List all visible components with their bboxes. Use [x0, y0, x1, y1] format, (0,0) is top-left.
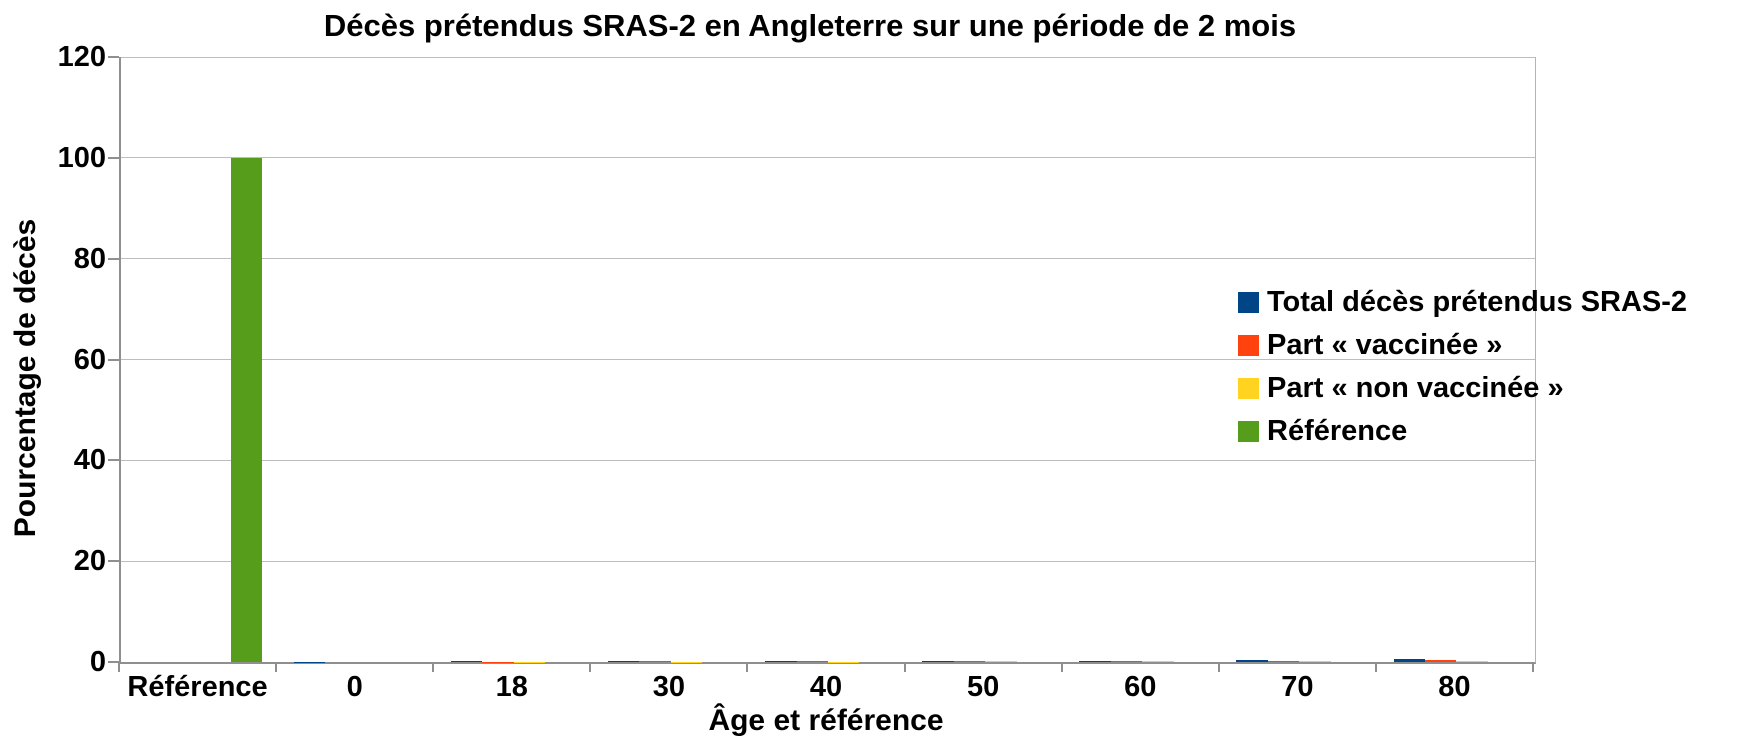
x-tick-mark — [589, 663, 592, 672]
x-tick-mark — [118, 663, 120, 672]
legend-label: Total décès prétendus SRAS-2 — [1267, 286, 1688, 318]
y-tick-mark — [108, 56, 119, 58]
y-tick-mark — [108, 661, 119, 663]
x-tick-label: 0 — [346, 671, 363, 703]
bar-group — [749, 57, 906, 662]
legend-swatch — [1238, 378, 1259, 399]
x-tick-label: Référence — [127, 671, 268, 703]
legend-item: Total décès prétendus SRAS-2 — [1238, 281, 1687, 324]
gridline — [121, 56, 1535, 58]
bar — [765, 661, 797, 662]
y-tick-label: 60 — [73, 343, 106, 376]
bar — [1456, 660, 1488, 662]
bar — [1142, 661, 1174, 662]
legend-swatch — [1238, 292, 1259, 313]
x-tick-mark — [1374, 663, 1377, 672]
x-tick-label: 40 — [809, 671, 843, 703]
bar — [608, 661, 640, 662]
chart-title: Décès prétendus SRAS-2 en Angleterre sur… — [323, 8, 1297, 43]
y-tick-label: 80 — [73, 242, 106, 275]
bar — [796, 661, 828, 662]
y-tick-mark — [108, 358, 119, 361]
y-tick-label: 100 — [57, 141, 106, 174]
bar-group — [435, 57, 592, 662]
bar — [639, 661, 671, 662]
y-tick-label: 0 — [89, 646, 106, 678]
x-tick-mark — [903, 663, 906, 672]
bar — [1236, 659, 1268, 662]
legend-swatch — [1238, 335, 1259, 356]
x-tick-label: 70 — [1281, 671, 1314, 703]
x-tick-label: 50 — [966, 671, 1000, 703]
y-tick-mark — [108, 156, 119, 159]
legend-label: Référence — [1267, 415, 1408, 447]
x-tick-mark — [1532, 663, 1534, 672]
legend-label: Part « non vaccinée » — [1267, 372, 1564, 404]
bar — [1299, 661, 1331, 662]
bar — [1425, 660, 1457, 662]
x-tick-label: 30 — [652, 671, 686, 703]
bar — [985, 661, 1017, 662]
bar-group — [592, 57, 749, 662]
x-tick-label: 60 — [1124, 671, 1157, 703]
x-tick-mark — [1060, 663, 1063, 672]
legend-label: Part « vaccinée » — [1267, 329, 1503, 361]
bar — [827, 661, 860, 662]
x-tick-label: 18 — [495, 671, 528, 703]
bar — [1393, 658, 1425, 662]
x-tick-label: 80 — [1438, 671, 1471, 703]
y-axis-title: Pourcentage de décès — [9, 218, 42, 538]
gridline — [121, 359, 1535, 360]
y-tick-mark — [108, 257, 119, 260]
bar — [1110, 661, 1143, 662]
y-tick-label: 40 — [73, 444, 106, 477]
x-tick-mark — [1217, 663, 1220, 672]
bar-group — [278, 57, 435, 662]
gridline — [121, 459, 1535, 461]
bar — [953, 661, 986, 662]
gridline — [121, 258, 1535, 260]
bar — [482, 661, 514, 662]
legend-swatch — [1238, 421, 1259, 442]
plot-area — [119, 56, 1536, 664]
bar-group — [121, 57, 278, 662]
legend-item: Référence — [1238, 410, 1687, 453]
gridline — [121, 157, 1535, 159]
gridline — [121, 560, 1535, 562]
y-tick-label: 20 — [73, 545, 106, 578]
legend: Total décès prétendus SRAS-2 Part « vacci… — [1238, 281, 1687, 453]
bar-group — [1221, 57, 1378, 662]
legend-item: Part « non vaccinée » — [1238, 367, 1687, 410]
bar — [230, 157, 263, 662]
y-tick-mark — [108, 459, 119, 462]
bar-group — [907, 57, 1064, 662]
x-axis-title: Âge et référence — [708, 704, 944, 737]
legend-item: Part « vaccinée » — [1238, 324, 1687, 367]
bar-group — [1064, 57, 1221, 662]
y-tick-label: 120 — [57, 41, 106, 73]
bar — [1267, 660, 1300, 662]
x-tick-mark — [746, 663, 749, 672]
bar — [1079, 660, 1111, 662]
bar-group — [1378, 57, 1535, 662]
x-tick-mark — [432, 663, 435, 672]
x-tick-mark — [275, 663, 278, 672]
bar — [922, 660, 954, 662]
bar — [670, 661, 703, 662]
y-tick-mark — [108, 560, 119, 563]
bar — [450, 661, 483, 662]
